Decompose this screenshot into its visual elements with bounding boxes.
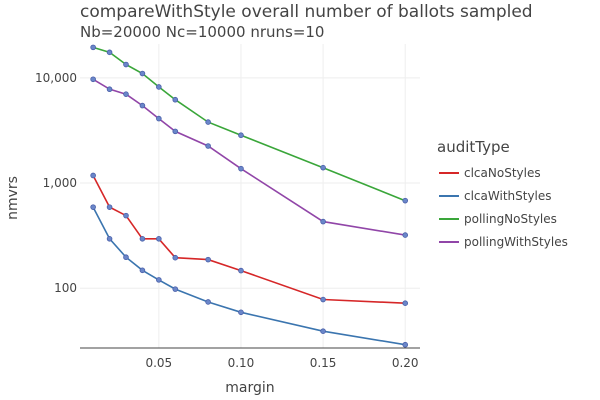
series-layer bbox=[90, 44, 409, 348]
data-point-pollingNoStyles bbox=[320, 164, 326, 171]
data-point-pollingNoStyles bbox=[139, 70, 146, 77]
chart-title: compareWithStyle overall number of ballo… bbox=[80, 2, 533, 22]
data-point-clcaNoStyles bbox=[238, 267, 244, 274]
legend-label-pollingNoStyles: pollingNoStyles bbox=[464, 212, 557, 226]
data-point-pollingNoStyles bbox=[172, 96, 179, 103]
data-point-pollingNoStyles bbox=[238, 132, 244, 139]
data-point-clcaNoStyles bbox=[106, 204, 113, 210]
data-point-pollingNoStyles bbox=[205, 119, 211, 125]
y-tick-label: 1,000 bbox=[43, 176, 77, 190]
data-point-clcaNoStyles bbox=[123, 212, 129, 219]
data-point-clcaNoStyles bbox=[320, 296, 326, 303]
data-point-clcaNoStyles bbox=[402, 300, 409, 307]
grid-layer bbox=[80, 44, 420, 348]
legend-label-pollingWithStyles: pollingWithStyles bbox=[464, 235, 568, 249]
data-point-clcaWithStyles bbox=[320, 328, 326, 335]
legend-label-clcaWithStyles: clcaWithStyles bbox=[464, 189, 552, 203]
data-point-clcaNoStyles bbox=[139, 235, 146, 242]
series-line-pollingWithStyles bbox=[92, 78, 406, 236]
data-point-pollingWithStyles bbox=[123, 91, 129, 97]
data-point-clcaWithStyles bbox=[156, 277, 162, 283]
chart-subtitle: Nb=20000 Nc=10000 nruns=10 bbox=[80, 23, 324, 41]
series-line-pollingNoStyles bbox=[92, 46, 406, 202]
data-point-pollingNoStyles bbox=[106, 49, 113, 56]
data-point-clcaWithStyles bbox=[106, 235, 113, 242]
data-point-clcaNoStyles bbox=[90, 172, 96, 179]
data-point-clcaWithStyles bbox=[172, 286, 179, 292]
x-tick-label: 0.15 bbox=[310, 356, 337, 370]
data-point-clcaWithStyles bbox=[238, 309, 244, 316]
data-point-clcaWithStyles bbox=[139, 267, 146, 274]
series-line-clcaWithStyles bbox=[92, 206, 406, 346]
y-tick-label: 100 bbox=[54, 281, 77, 295]
data-point-pollingNoStyles bbox=[156, 84, 162, 90]
y-tick-label: 10,000 bbox=[35, 71, 77, 85]
data-point-clcaWithStyles bbox=[90, 204, 96, 210]
data-point-clcaNoStyles bbox=[172, 254, 179, 261]
x-axis-title: margin bbox=[225, 380, 274, 396]
data-point-pollingWithStyles bbox=[320, 218, 326, 225]
data-point-clcaWithStyles bbox=[205, 299, 211, 305]
data-point-clcaWithStyles bbox=[123, 254, 129, 261]
data-point-pollingNoStyles bbox=[402, 197, 409, 204]
data-point-pollingWithStyles bbox=[156, 115, 162, 122]
data-point-pollingWithStyles bbox=[402, 232, 409, 238]
x-tick-label: 0.05 bbox=[145, 356, 172, 370]
x-tick-label: 0.20 bbox=[392, 356, 419, 370]
axis-layer: 0.05 0.10 0.15 0.20 100 1,000 10,000 bbox=[35, 71, 420, 370]
data-point-pollingWithStyles bbox=[90, 76, 96, 83]
data-point-clcaNoStyles bbox=[205, 256, 211, 263]
data-point-pollingWithStyles bbox=[106, 86, 113, 93]
x-tick-label: 0.10 bbox=[228, 356, 255, 370]
data-point-pollingNoStyles bbox=[90, 44, 96, 51]
data-point-pollingWithStyles bbox=[205, 143, 211, 149]
data-point-clcaWithStyles bbox=[402, 341, 409, 348]
series-line-clcaNoStyles bbox=[92, 175, 406, 304]
legend-title: auditType bbox=[437, 138, 510, 156]
data-point-clcaNoStyles bbox=[156, 235, 162, 242]
legend-label-clcaNoStyles: clcaNoStyles bbox=[464, 166, 541, 180]
data-point-pollingWithStyles bbox=[238, 165, 244, 172]
data-point-pollingWithStyles bbox=[139, 102, 146, 109]
legend: auditType clcaNoStyles clcaWithStyles poll… bbox=[437, 138, 568, 249]
data-point-pollingNoStyles bbox=[123, 61, 129, 68]
data-point-pollingWithStyles bbox=[172, 128, 179, 135]
y-axis-title: nmvrs bbox=[5, 176, 21, 220]
